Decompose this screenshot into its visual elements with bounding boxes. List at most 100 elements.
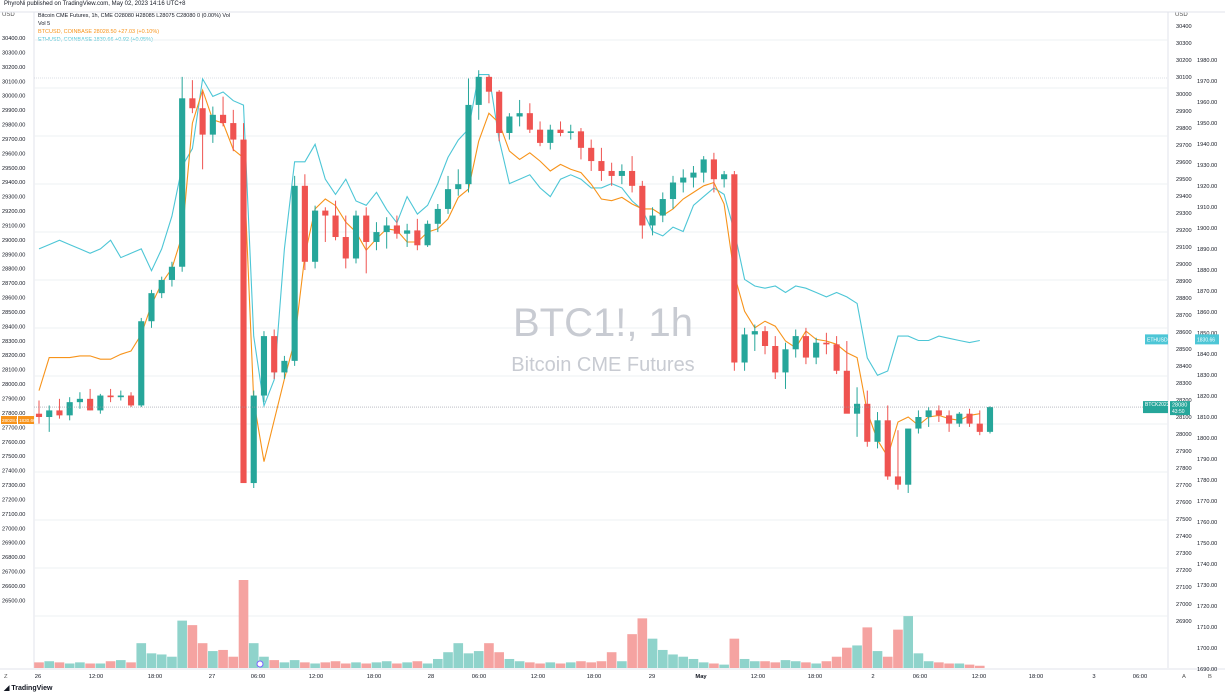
time-axis-label: 27 [209,674,215,680]
right-price-tick-label: 28300 [1176,381,1192,387]
volume-bar [709,663,719,668]
volume-bar [300,662,310,668]
candle-body [547,129,554,143]
right-eth-tick-label: 1850.00 [1197,331,1217,337]
candle-body [874,420,881,442]
volume-bar [719,664,729,668]
candle-body [905,428,912,485]
volume-bar [617,661,627,668]
volume-bar [678,656,689,668]
volume-bar [136,643,147,668]
left-tick-label: 29600.00 [2,151,25,157]
left-tick-label: 27600.00 [2,440,25,446]
volume-bar [463,653,474,668]
right-eth-tick-label: 1920.00 [1197,184,1217,190]
right-eth-tick-label: 1770.00 [1197,499,1217,505]
right-price-tick-label: 29800 [1176,126,1192,132]
candle-body [46,410,53,418]
tradingview-logo[interactable]: ◢ TradingView [4,685,53,692]
left-tick-label: 26800.00 [2,555,25,561]
left-tick-label: 29800.00 [2,123,25,129]
candle-body [148,293,155,322]
candle-body [618,170,625,176]
left-tick-label: 28100.00 [2,368,25,374]
time-axis-label: 12:00 [531,674,546,680]
right-price-tick-label: 27300 [1176,551,1192,557]
candle-body [506,116,513,133]
volume-bar [964,664,975,668]
right-price-tick-label: 28900 [1176,279,1192,285]
volume-bar [248,643,259,668]
candle-body [700,159,707,173]
right-eth-tick-label: 1910.00 [1197,205,1217,211]
right-price-tick-label: 29100 [1176,245,1192,251]
left-tick-label: 28000.00 [2,382,25,388]
volume-bar [535,663,545,668]
candle-body [915,417,922,429]
candle-body [434,208,441,224]
volume-bar [811,663,821,668]
left-tick-label: 27200.00 [2,497,25,503]
volume-bar [340,663,351,668]
legend-main[interactable]: Bitcoin CME Futures, 1h, CME O28080 H280… [38,13,231,19]
candle-body [731,174,738,363]
volume-bar [473,651,484,668]
candle-body [97,395,104,411]
candle-body [598,161,605,171]
volume-bar [596,661,607,668]
volume-bar [371,662,382,668]
volume-bar [330,661,341,668]
right-eth-tick-label: 1860.00 [1197,310,1217,316]
right-eth-tick-label: 1840.00 [1197,352,1217,358]
left-btc-tag [1,416,17,424]
volume-bar [831,656,842,668]
candle-body [761,331,769,346]
volume-bar [361,663,372,668]
right-price-tick-label: 27500 [1176,517,1192,523]
time-axis-label: 18:00 [1029,674,1044,680]
left-tick-label: 29900.00 [2,108,25,114]
volume-bar [627,634,637,668]
legend-btcusd[interactable]: BTCUSD, COINBASE 28028.50 +27.03 (+0.10%… [38,29,160,35]
volume-bar [903,616,914,668]
candle-body [76,398,83,403]
left-tick-label: 28300.00 [2,339,25,345]
candle-body [608,170,615,176]
watermark-subtitle: Bitcoin CME Futures [511,354,694,376]
candle-body [986,407,994,432]
candle-body [117,395,124,398]
candle-body [496,91,503,133]
right-eth-tick-label: 1870.00 [1197,289,1217,295]
volume-bar [432,658,443,668]
left-tick-label: 27500.00 [2,454,25,460]
right-eth-tick-label: 1720.00 [1197,604,1217,610]
candle-body [802,336,810,358]
volume-bar [842,647,852,668]
volume-bar [729,638,740,668]
candle-body [87,398,94,411]
right-eth-tick-label: 1890.00 [1197,247,1217,253]
left-tick-label: 26700.00 [2,570,25,576]
left-tick-label: 27000.00 [2,526,25,532]
candle-body [465,104,472,185]
right-price-tick-label: 30300 [1176,41,1192,47]
volume-bar [320,662,331,668]
last-symbol-label: BTCK2023 [1145,402,1170,408]
candle-body [649,215,656,226]
left-tick-label: 30400.00 [2,36,25,42]
volume-bar [146,653,157,668]
time-axis-label: 3 [1092,674,1095,680]
candle-body [629,170,636,186]
volume-bar [484,643,494,668]
candle-body [516,113,523,117]
right-price-tick-label: 29500 [1176,177,1192,183]
candle-body [557,129,564,133]
eth-price-tag [1195,334,1219,345]
right-eth-tick-label: 1900.00 [1197,226,1217,232]
volume-bar [208,651,218,668]
legend-volume[interactable]: Vol 5 [38,21,51,27]
volume-bar [934,662,944,668]
right-price-tick-label: 27200 [1176,568,1192,574]
candle-body [935,410,942,416]
